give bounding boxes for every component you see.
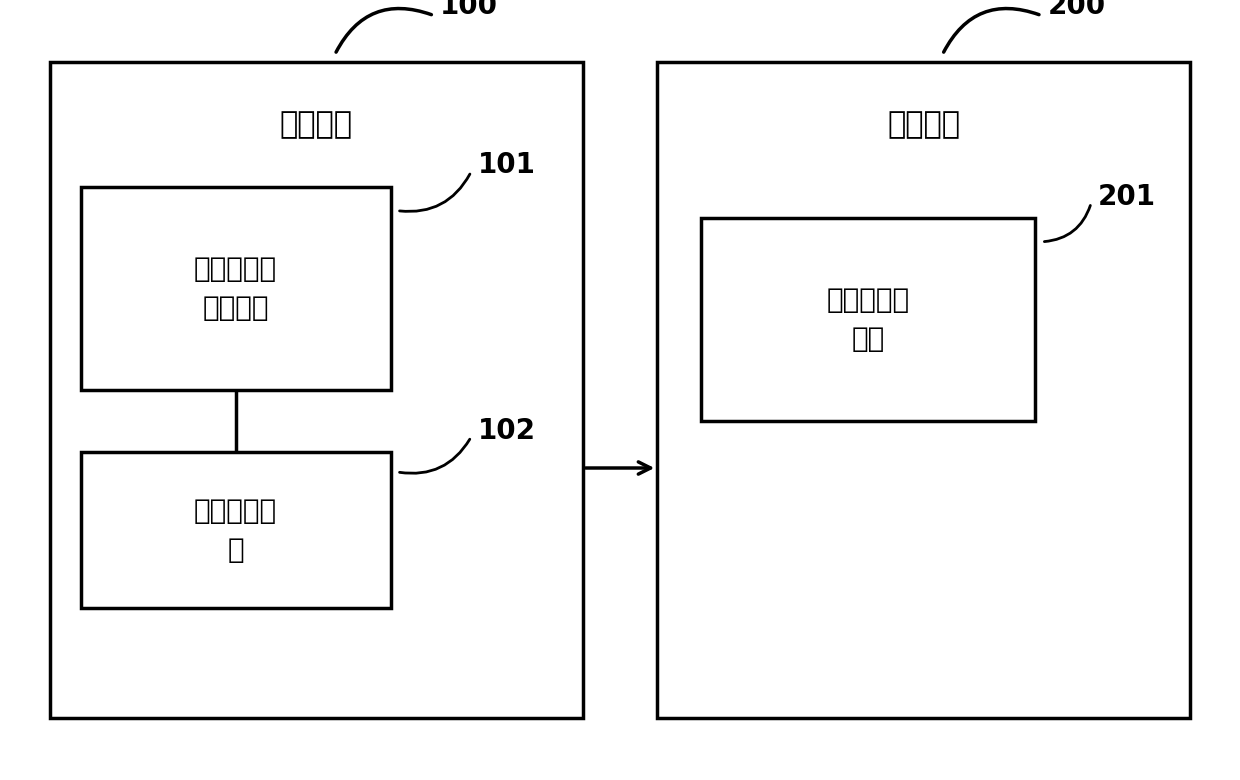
Text: 102: 102 <box>477 417 536 445</box>
Text: 100: 100 <box>440 0 498 20</box>
Text: 200: 200 <box>1048 0 1106 20</box>
Text: 第一主控子
模块: 第一主控子 模块 <box>826 286 910 353</box>
Bar <box>657 62 1190 718</box>
Text: 第一接近开
关: 第一接近开 关 <box>193 497 278 564</box>
Text: 主控制器: 主控制器 <box>888 110 960 140</box>
Text: 塔筒扭矩应
变传感器: 塔筒扭矩应 变传感器 <box>193 255 278 322</box>
Text: 201: 201 <box>1097 183 1156 211</box>
Text: 传感器组: 传感器组 <box>280 110 352 140</box>
Text: 101: 101 <box>477 151 536 179</box>
Bar <box>81 187 391 390</box>
Bar <box>701 218 1035 421</box>
Bar <box>50 62 583 718</box>
Bar <box>81 452 391 608</box>
